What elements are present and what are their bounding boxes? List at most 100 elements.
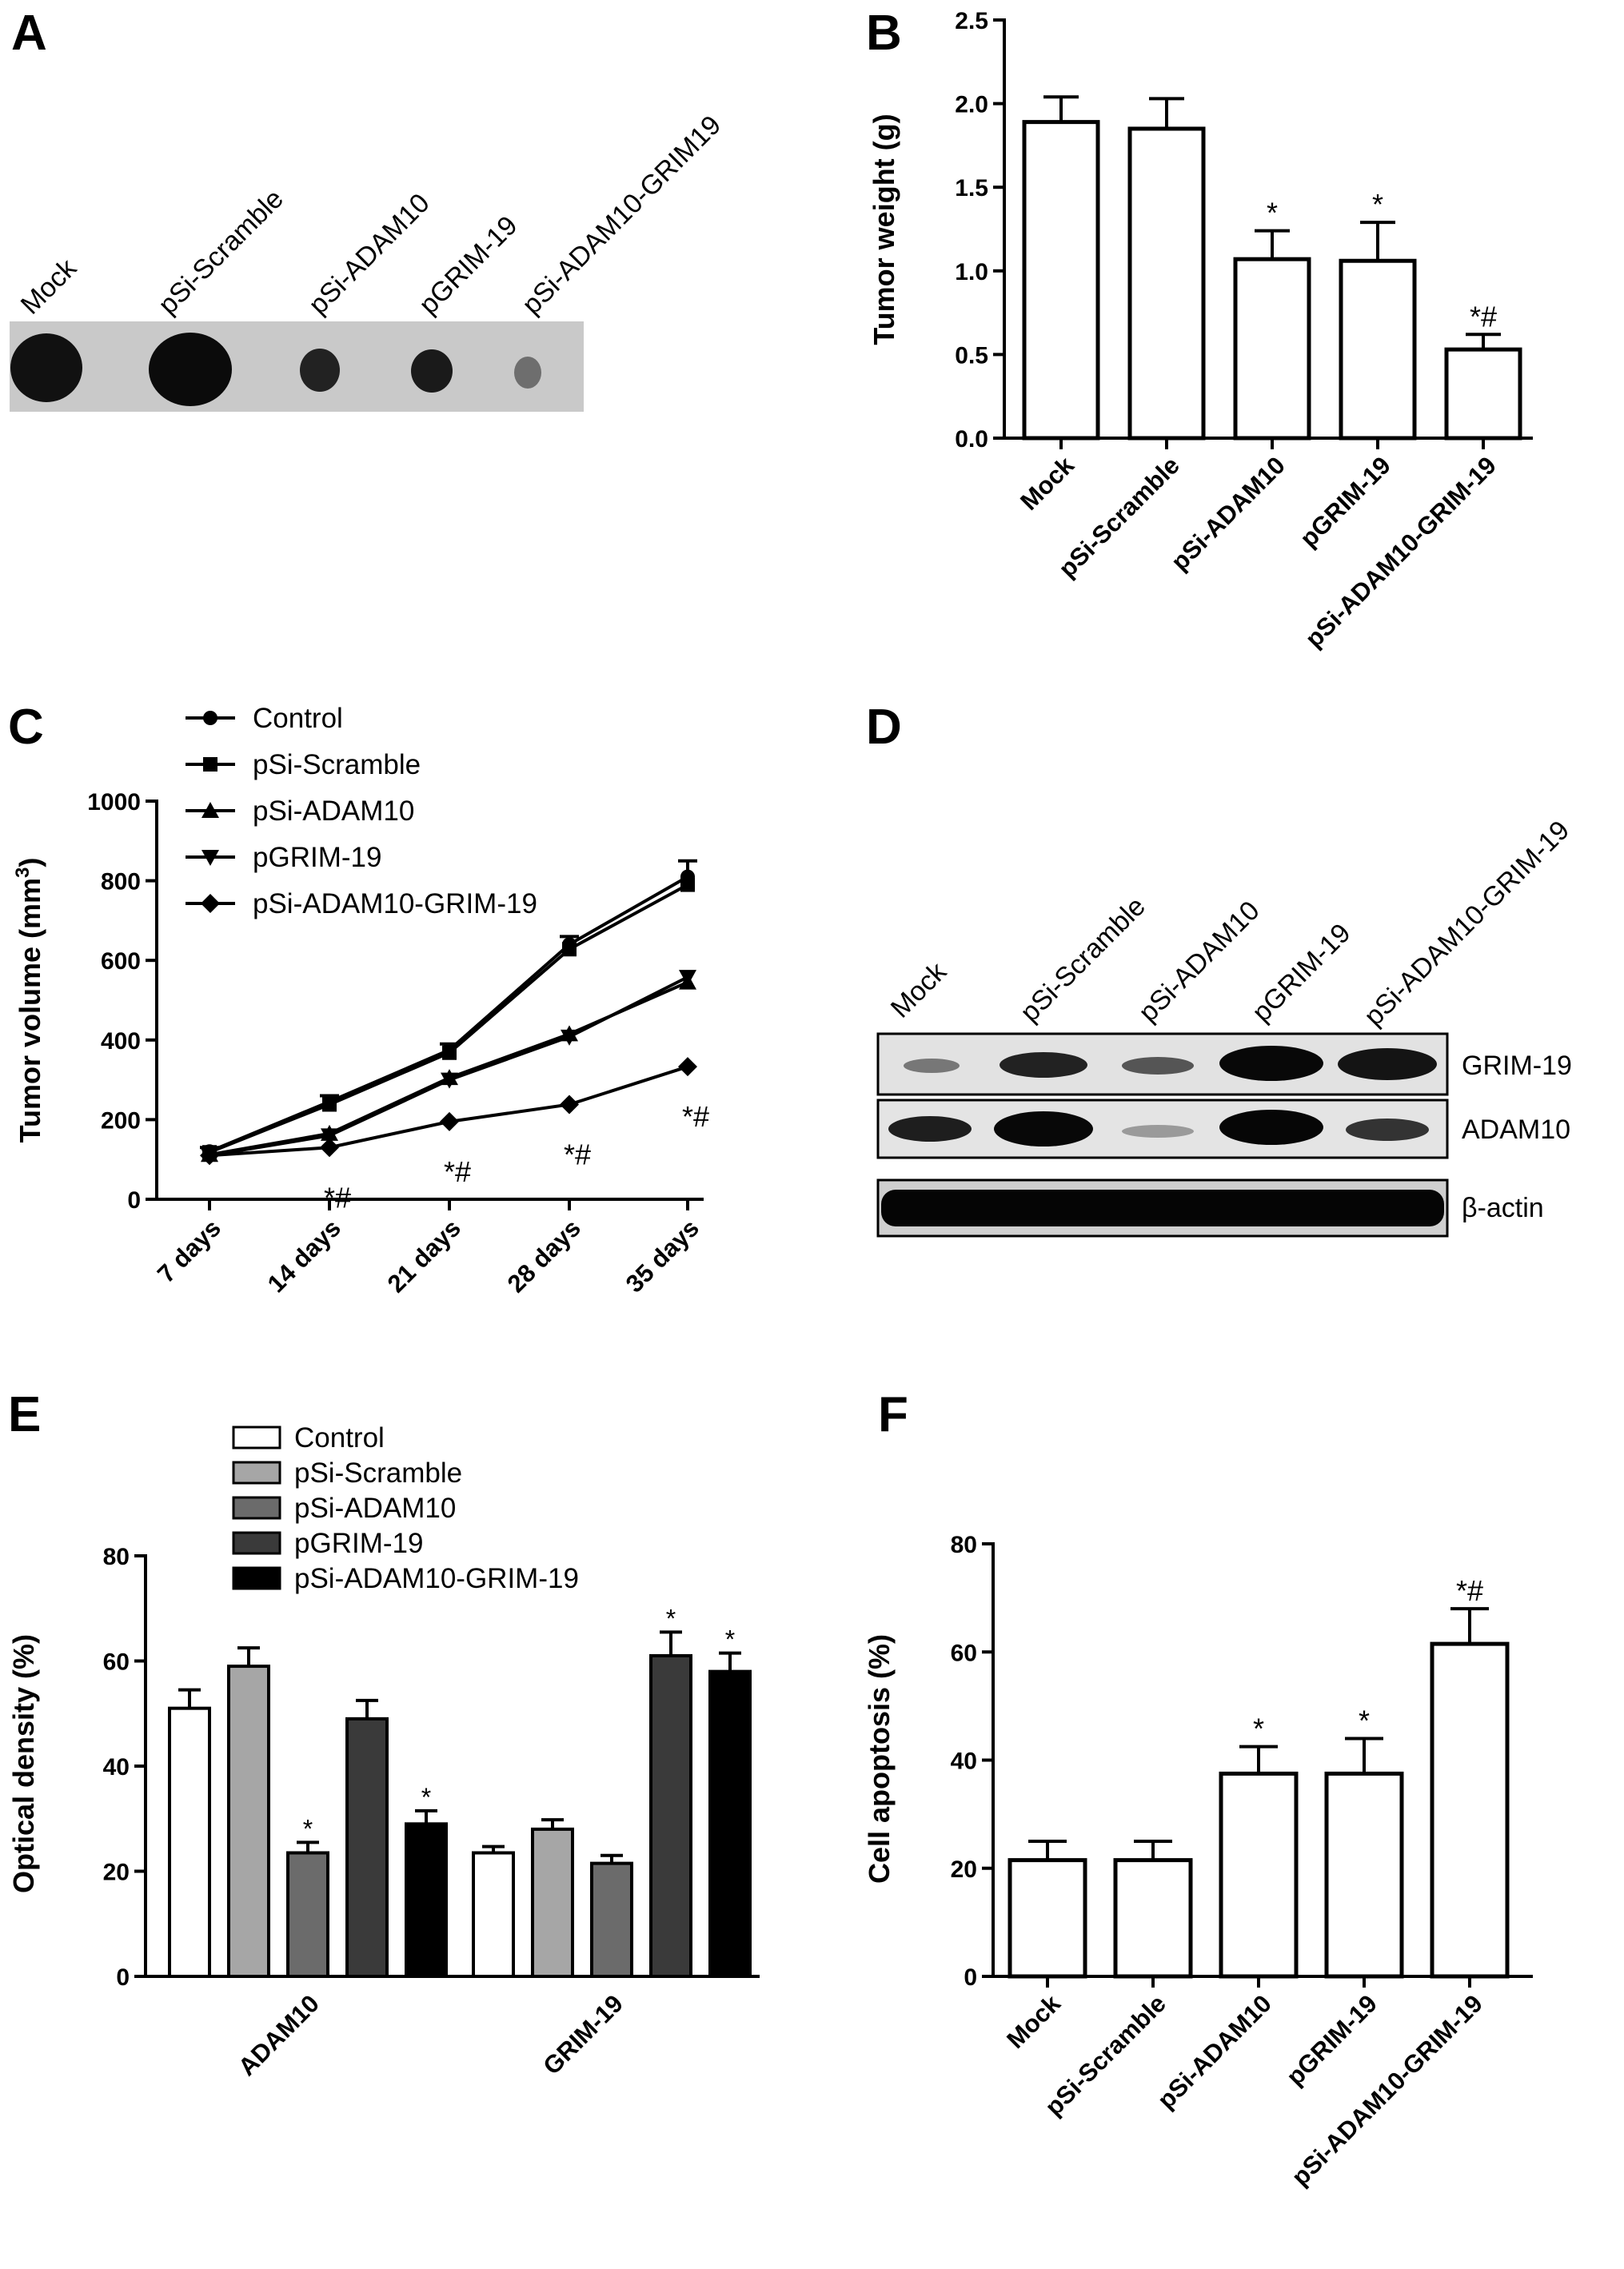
panel-label-c: C [8, 700, 44, 755]
f-bar [1324, 1771, 1404, 1979]
band [1219, 1046, 1323, 1081]
e-y-tick-label: 20 [103, 1860, 130, 1886]
e-significance-label: * [421, 1783, 431, 1812]
b-y-tick-label: 0.0 [955, 426, 988, 453]
e-y-tick-label: 60 [103, 1649, 130, 1676]
c-marker [321, 1128, 338, 1145]
panel-label-a: A [11, 6, 47, 61]
panel-label-d: D [866, 700, 902, 755]
c-marker [200, 1146, 219, 1166]
c-marker [442, 1045, 457, 1060]
e-legend-swatch [232, 1531, 281, 1555]
c-y-label-end: ) [14, 858, 46, 867]
e-significance-label: * [725, 1625, 735, 1654]
c-x-tick-label: 7 days [152, 1214, 226, 1288]
e-bar [345, 1717, 389, 1978]
c-x-tick-label: 14 days [262, 1214, 346, 1298]
c-y-tick-label: 600 [101, 948, 141, 975]
e-y-label: Optical density (%) [7, 1634, 40, 1893]
e-bar [472, 1851, 515, 1979]
c-y-tick-label: 400 [101, 1028, 141, 1055]
panel-a-lane-label: Mock [15, 253, 83, 321]
e-legend-label: Control [294, 1422, 385, 1454]
f-y-tick-label: 60 [951, 1640, 977, 1666]
band [1122, 1057, 1194, 1075]
e-legend-label: pSi-ADAM10 [294, 1493, 456, 1524]
b-significance-label: *# [1470, 300, 1497, 333]
chart-optical-density: 0 20 40 60 80 Optical density (%) * * ADAM10 * * GR… [7, 1422, 760, 2081]
f-bar [1219, 1771, 1299, 1979]
tumor-pGRIM-19 [411, 349, 453, 393]
tumor-pSi-ADAM10 [300, 349, 340, 392]
c-marker [202, 802, 219, 818]
panel-label-e: E [8, 1387, 41, 1442]
b-y-tick-label: 2.5 [955, 8, 988, 34]
f-bar [1008, 1858, 1087, 1979]
band [1346, 1119, 1429, 1141]
f-x-tick-label: Mock [1001, 1989, 1066, 2054]
panel-d-lane-label: pSi-ADAM10 [1133, 895, 1266, 1028]
e-bar [227, 1665, 270, 1978]
c-significance-label: *# [444, 1155, 471, 1188]
band [994, 1111, 1093, 1146]
e-x-tick-label: GRIM-19 [537, 1989, 628, 2080]
panel-a-lane-label: pGRIM-19 [413, 210, 524, 321]
panel-label-f: F [878, 1387, 908, 1442]
panel-d-lane-label: pSi-ADAM10-GRIM-19 [1359, 815, 1575, 1031]
c-x-tick-label: 21 days [382, 1214, 466, 1298]
band [904, 1059, 960, 1073]
e-legend-label: pSi-Scramble [294, 1458, 462, 1489]
c-x-tick-label: 28 days [502, 1214, 586, 1298]
band [1122, 1125, 1194, 1138]
panel-d-lane-label: Mock [885, 956, 953, 1024]
c-marker [203, 711, 217, 725]
f-y-tick-label: 40 [951, 1749, 977, 1775]
band [1000, 1052, 1087, 1078]
c-marker [203, 757, 217, 772]
c-significance-label: *# [564, 1138, 591, 1170]
e-bar [168, 1706, 211, 1979]
c-marker [322, 1097, 337, 1112]
e-bar [286, 1851, 329, 1979]
b-x-tick-label: pSi-ADAM10 [1166, 451, 1291, 576]
b-bar [1339, 258, 1417, 441]
b-y-label: Tumor weight (g) [868, 114, 900, 345]
c-legend-label: Control [253, 703, 343, 734]
f-y-label: Cell apoptosis (%) [863, 1634, 896, 1884]
b-significance-label: * [1372, 188, 1383, 221]
b-y-tick-label: 2.0 [955, 92, 988, 118]
c-marker [561, 1029, 578, 1046]
e-bar [649, 1653, 692, 1979]
c-marker [560, 1095, 579, 1115]
e-bar [590, 1861, 633, 1978]
f-x-tick-label: pGRIM-19 [1281, 1989, 1383, 2091]
e-y-tick-label: 40 [103, 1754, 130, 1781]
c-series-line [209, 883, 688, 1154]
c-significance-label: *# [324, 1181, 351, 1214]
b-bar [1444, 347, 1522, 441]
band [888, 1116, 972, 1142]
e-significance-label: * [666, 1604, 676, 1633]
e-bar [405, 1822, 448, 1978]
c-legend-label: pSi-ADAM10 [253, 796, 414, 827]
e-y-tick-label: 0 [116, 1964, 130, 1991]
c-marker [680, 877, 695, 892]
e-significance-label: * [303, 1814, 313, 1843]
e-legend-swatch [232, 1461, 281, 1485]
chart-tumor-volume: 0 200 400 600 800 1000 Tumor volume (mm3) 7 day… [12, 703, 709, 1298]
e-legend-label: pSi-ADAM10-GRIM-19 [294, 1563, 579, 1594]
c-y-tick-label: 800 [101, 869, 141, 895]
c-y-label: Tumor volume (mm3) [12, 858, 46, 1143]
e-legend-swatch [232, 1496, 281, 1520]
band [1338, 1048, 1437, 1080]
panel-d-western-blot: Mock pSi-Scramble pSi-ADAM10 pGRIM-19 pS… [876, 815, 1575, 1238]
c-marker [562, 942, 577, 957]
e-x-tick-label: ADAM10 [233, 1989, 325, 2081]
chart-tumor-weight: 0.0 0.5 1.0 1.5 2.0 2.5 Tumor weight (g) Mock pS… [868, 8, 1533, 653]
f-bar [1113, 1858, 1193, 1979]
c-y-tick-label: 0 [127, 1187, 141, 1214]
c-y-tick-label: 1000 [87, 789, 141, 815]
band-label-actin: β-actin [1462, 1193, 1544, 1223]
c-legend-label: pGRIM-19 [253, 842, 381, 873]
